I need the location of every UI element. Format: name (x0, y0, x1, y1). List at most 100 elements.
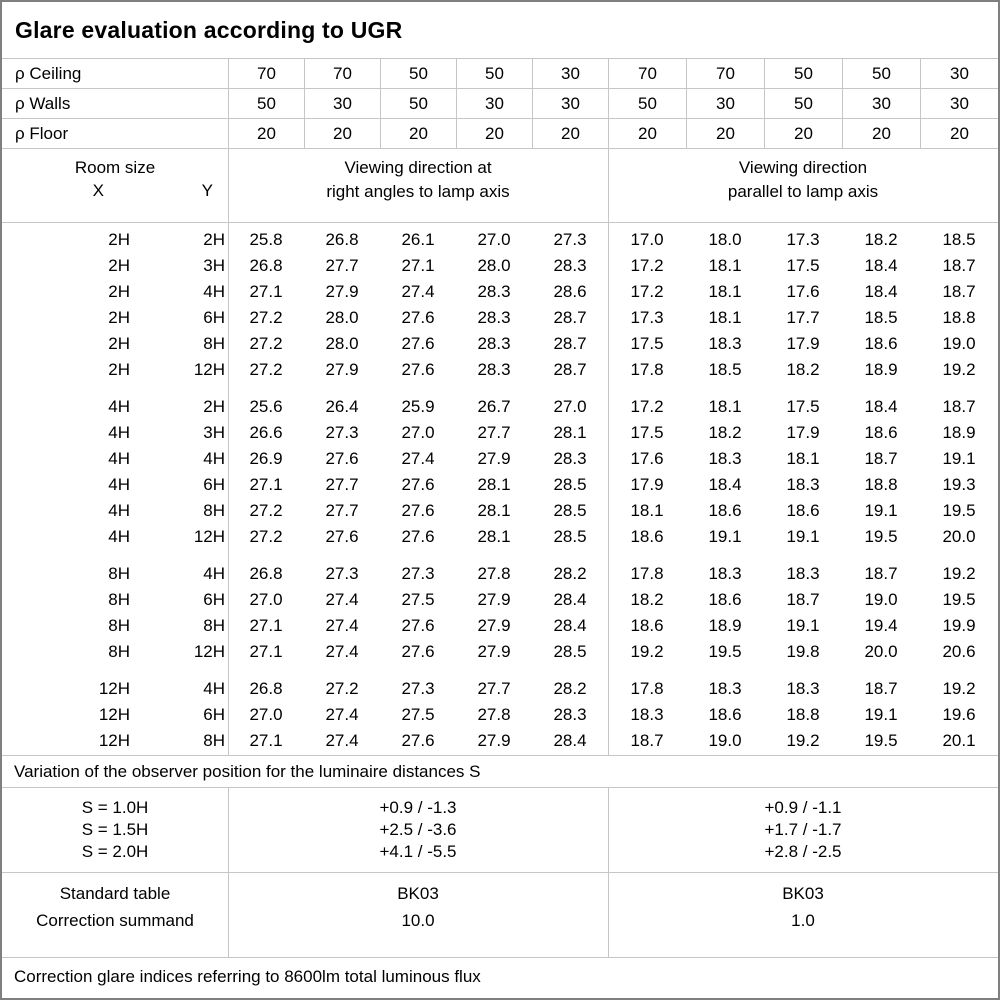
reflectance-value: 30 (842, 89, 920, 118)
ugr-value: 26.6 (249, 423, 283, 442)
ugr-value: 27.3 (553, 230, 587, 249)
footer-note: Correction glare indices referring to 86… (14, 967, 481, 986)
page-title: Glare evaluation according to UGR (2, 2, 998, 59)
reflectance-value: 20 (380, 119, 456, 148)
ugr-value: 18.4 (864, 282, 898, 301)
ugr-value: 18.6 (786, 501, 820, 520)
reflectance-value: 20 (920, 119, 998, 148)
ugr-value: 27.6 (401, 360, 435, 379)
ugr-value: 17.2 (630, 256, 664, 275)
reflectance-value: 70 (686, 59, 764, 88)
ugr-value: 18.7 (864, 679, 898, 698)
ugr-value: 26.8 (249, 256, 283, 275)
ugr-value: 18.3 (786, 475, 820, 494)
ugr-value: 19.0 (942, 334, 976, 353)
group-divider (608, 788, 609, 872)
reflectance-value: 20 (532, 119, 608, 148)
ugr-value: 28.5 (553, 642, 587, 661)
ugr-value: 27.7 (325, 475, 359, 494)
table-row: 2H 4H 27.1 27.9 27.4 28.3 28.6 17.2 18.1 17.6 18.4… (2, 279, 998, 305)
ugr-value: 28.5 (553, 501, 587, 520)
reflectance-value: 20 (608, 119, 686, 148)
ugr-value: 27.3 (325, 423, 359, 442)
ugr-value: 28.6 (553, 282, 587, 301)
room-y-value: 6H (203, 308, 225, 327)
room-y-value: 6H (203, 705, 225, 724)
room-y-value: 4H (203, 564, 225, 583)
reflectance-value: 50 (764, 59, 842, 88)
ugr-value: 17.0 (630, 230, 664, 249)
s-value: +0.9 / -1.3 (379, 798, 457, 817)
ugr-value: 19.5 (942, 590, 976, 609)
ugr-value: 27.9 (325, 282, 359, 301)
s-value: +1.7 / -1.7 (764, 820, 842, 839)
ugr-value: 18.3 (708, 564, 742, 583)
ugr-value: 18.4 (864, 256, 898, 275)
ugr-value: 19.0 (708, 731, 742, 750)
ugr-value: 17.9 (786, 334, 820, 353)
reflectance-value: 30 (532, 89, 608, 118)
block-gap (2, 665, 998, 676)
y-column-label: Y (201, 181, 213, 200)
table-row: 12H 4H 26.8 27.2 27.3 27.7 28.2 17.8 18.3 18.3 18.… (2, 676, 998, 702)
reflectance-value: 70 (228, 59, 304, 88)
ugr-value: 18.0 (708, 230, 742, 249)
room-y-value: 12H (193, 527, 225, 546)
ugr-value: 19.2 (942, 360, 976, 379)
ugr-value: 27.0 (249, 705, 283, 724)
ugr-value: 18.9 (942, 423, 976, 442)
table-row: 8H 12H 27.1 27.4 27.6 27.9 28.5 19.2 19.5 19.8 20.… (2, 639, 998, 665)
ugr-value: 28.1 (477, 501, 511, 520)
ugr-value: 18.5 (708, 360, 742, 379)
ugr-value: 28.7 (553, 308, 587, 327)
ugr-value: 28.0 (477, 256, 511, 275)
ugr-value: 26.8 (249, 679, 283, 698)
room-y-value: 8H (203, 616, 225, 635)
room-x-value: 2H (108, 256, 130, 275)
s-label: S = 2.0H (81, 842, 149, 861)
parallel-header-line2: parallel to lamp axis (727, 182, 879, 201)
reflectance-value: 20 (686, 119, 764, 148)
room-y-value: 12H (193, 642, 225, 661)
ugr-value: 27.7 (325, 501, 359, 520)
reflectance-value: 50 (608, 89, 686, 118)
ugr-value: 27.9 (477, 590, 511, 609)
table-row: 4H 3H 26.6 27.3 27.0 27.7 28.1 17.5 18.2 17.9 18.6… (2, 420, 998, 446)
ugr-value: 27.1 (249, 282, 283, 301)
ugr-value: 19.5 (864, 731, 898, 750)
ugr-value: 27.1 (249, 475, 283, 494)
room-y-value: 3H (203, 423, 225, 442)
ugr-value: 20.0 (864, 642, 898, 661)
room-y-value: 2H (203, 397, 225, 416)
ugr-value: 28.3 (553, 256, 587, 275)
reflectance-value: 50 (380, 59, 456, 88)
table-row: 12H 8H 27.1 27.4 27.6 27.9 28.4 18.7 19.0 19.2 19.… (2, 728, 998, 754)
ugr-value: 27.9 (325, 360, 359, 379)
s-label: S = 1.0H (81, 798, 149, 817)
reflectance-value: 50 (456, 59, 532, 88)
ugr-value: 18.8 (864, 475, 898, 494)
ugr-value: 17.5 (786, 397, 820, 416)
correction-summand-value: 10.0 (401, 911, 435, 930)
table-row: 2H 3H 26.8 27.7 27.1 28.0 28.3 17.2 18.1 17.5 18.4… (2, 253, 998, 279)
ugr-value: 27.9 (477, 449, 511, 468)
reflectance-row: ρ Ceiling 70 70 50 50 30 70 70 50 50 30 (2, 59, 998, 89)
room-y-value: 4H (203, 679, 225, 698)
ugr-value: 26.4 (325, 397, 359, 416)
reflectance-row: ρ Floor 20 20 20 20 20 20 20 20 20 20 (2, 119, 998, 149)
ugr-value: 27.6 (401, 308, 435, 327)
ugr-value: 20.6 (942, 642, 976, 661)
correction-summand-label: Correction summand (36, 911, 194, 930)
reflectance-value: 70 (608, 59, 686, 88)
table-row: 2H 8H 27.2 28.0 27.6 28.3 28.7 17.5 18.3 17.9 18.6… (2, 331, 998, 357)
room-x-value: 8H (108, 642, 130, 661)
room-y-value: 3H (203, 256, 225, 275)
ugr-value: 19.1 (708, 527, 742, 546)
table-row: 8H 6H 27.0 27.4 27.5 27.9 28.4 18.2 18.6 18.7 19.0… (2, 587, 998, 613)
ugr-value: 18.6 (708, 501, 742, 520)
ugr-value: 27.2 (325, 679, 359, 698)
room-y-value: 2H (203, 230, 225, 249)
ugr-value: 28.1 (477, 475, 511, 494)
table-row: 4H 6H 27.1 27.7 27.6 28.1 28.5 17.9 18.4 18.3 18.8… (2, 472, 998, 498)
block-gap (2, 550, 998, 561)
